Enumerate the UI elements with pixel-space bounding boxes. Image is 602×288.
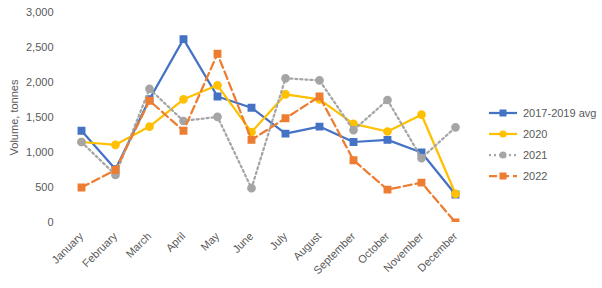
svg-text:July: July (267, 229, 290, 252)
html-text:2022: 2022 (523, 169, 548, 182)
svg-text:1,500: 1,500 (26, 111, 54, 123)
svg-text:2,000: 2,000 (26, 76, 54, 88)
svg-text:October: October (355, 229, 392, 266)
html-text:2021: 2021 (523, 148, 548, 161)
svg-text:November: November (381, 229, 426, 275)
html-text:2017-2019 avg: 2017-2019 avg (523, 106, 597, 119)
svg-text:February: February (80, 229, 120, 269)
svg-text:September: September (311, 230, 358, 277)
svg-text:April: April (163, 230, 187, 254)
svg-text:December: December (415, 230, 460, 275)
svg-text:March: March (123, 230, 153, 260)
svg-text:0: 0 (47, 216, 53, 228)
svg-text:January: January (49, 229, 86, 266)
svg-text:May: May (198, 229, 222, 253)
svg-text:Volume, tonnes: Volume, tonnes (8, 79, 20, 155)
svg-text:3,000: 3,000 (26, 6, 54, 18)
html-text:2020: 2020 (523, 127, 548, 140)
svg-text:500: 500 (35, 181, 53, 193)
svg-text:June: June (230, 230, 255, 255)
svg-text:2,500: 2,500 (26, 41, 54, 53)
svg-text:August: August (291, 230, 324, 263)
svg-text:1,000: 1,000 (26, 146, 54, 158)
